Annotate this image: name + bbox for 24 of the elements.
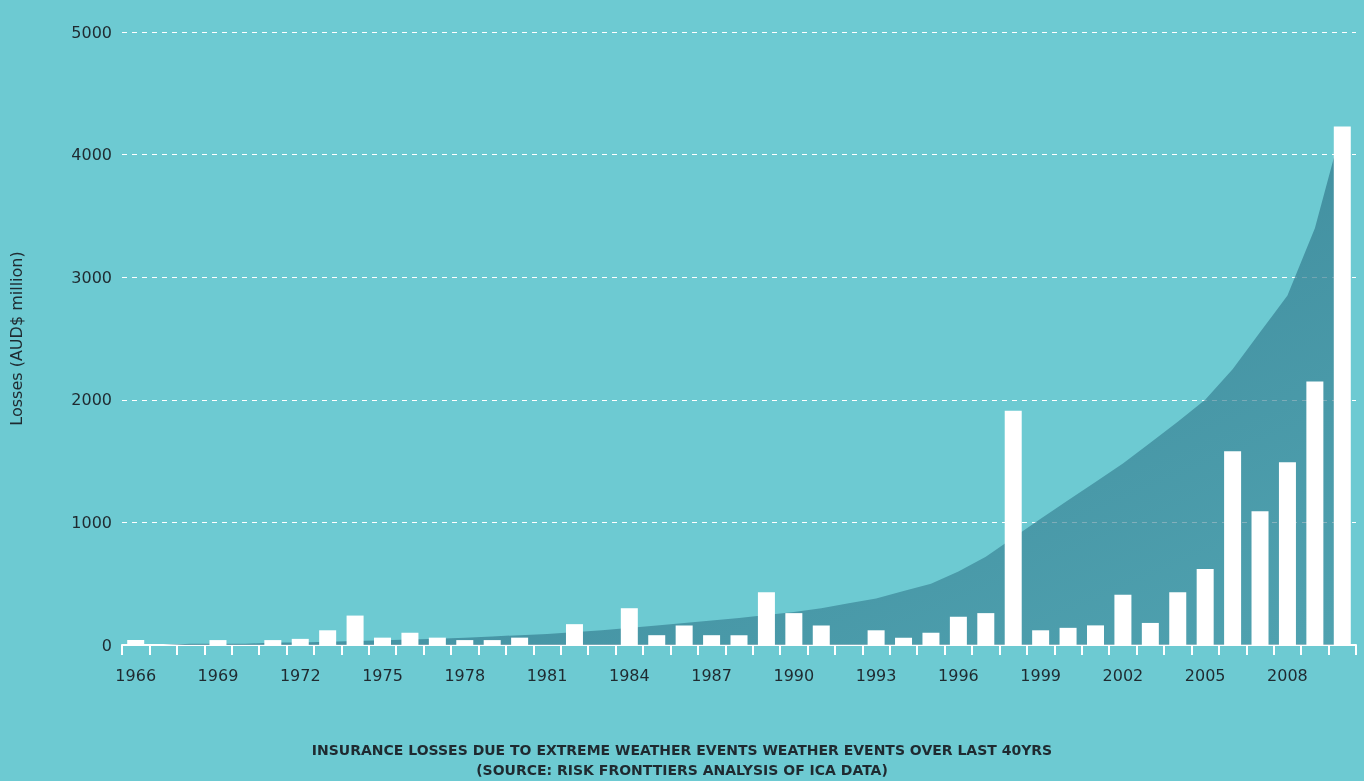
y-tick-label: 5000 [71, 22, 112, 42]
x-tick-label: 1978 [444, 665, 486, 685]
y-tick-label: 3000 [71, 267, 112, 287]
x-tick-label: 1987 [691, 665, 732, 685]
x-tick-label: 1975 [362, 665, 403, 685]
y-tick-label: 2000 [71, 390, 112, 410]
x-tick-label: 1969 [197, 665, 239, 685]
x-tick-label: 1981 [526, 665, 568, 685]
x-tick-label: 1984 [608, 665, 650, 685]
x-tick-label: 1996 [938, 665, 979, 685]
x-tick-label: 2008 [1267, 665, 1308, 685]
text: INSURANCE LOSSES DUE TO EXTREME WEATHER EVENTS WEATHER EVENTS OVER LAST 40YRS [311, 742, 1053, 758]
x-tick-label: 1999 [1020, 665, 1061, 685]
x-tick-label: 2002 [1102, 665, 1144, 685]
y-axis-title: Losses (AUD$ million) [6, 251, 26, 426]
text: (SOURCE: RISK FRONTTIERS ANALYSIS OF ICA DATA) [476, 762, 888, 778]
x-tick-label: 2005 [1184, 665, 1226, 685]
x-tick-label: 1972 [279, 665, 321, 685]
x-tick-label: 1990 [773, 665, 815, 685]
x-tick-label: 1993 [855, 665, 897, 685]
x-tick-label: 1966 [115, 665, 157, 685]
y-tick-label: 1000 [71, 512, 112, 532]
y-tick-label: 4000 [71, 145, 112, 165]
y-tick-label: 0 [101, 635, 112, 655]
